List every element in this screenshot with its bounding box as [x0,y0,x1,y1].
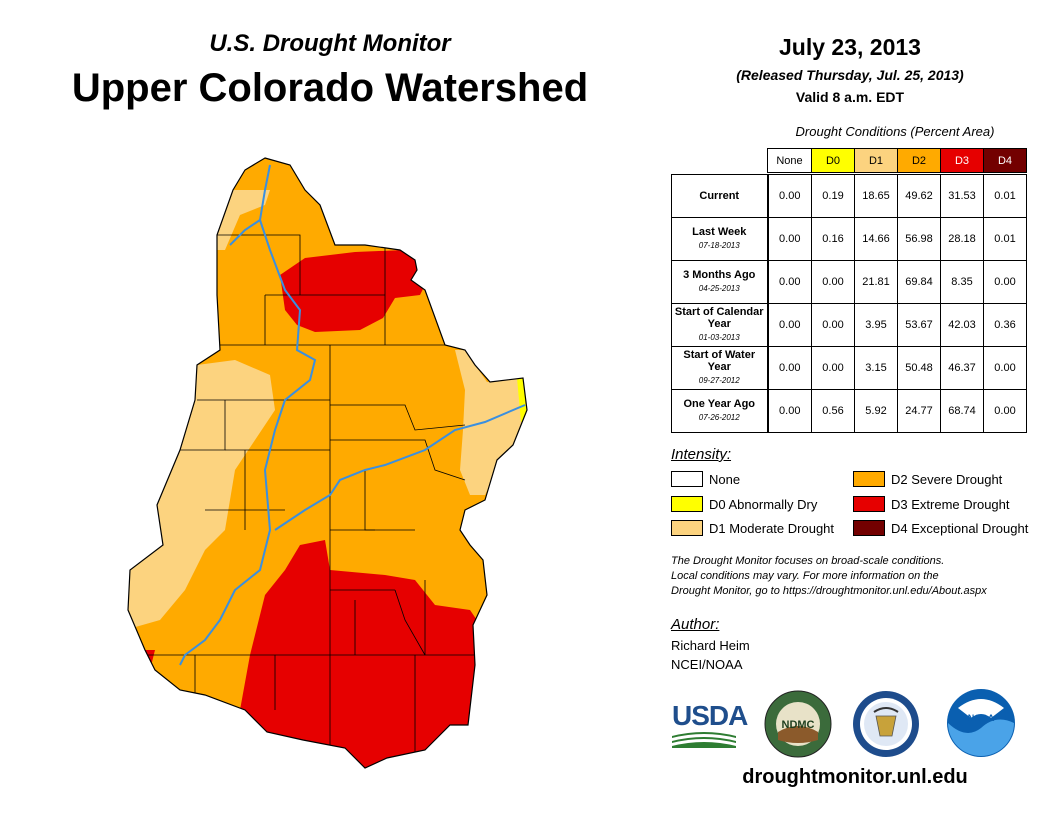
cell-d4: 0.00 [983,260,1027,304]
monitor-note: The Drought Monitor focuses on broad-sca… [671,555,987,597]
table-header-row: None D0 D1 D2 D3 D4 [672,148,1027,173]
release-date: (Released Thursday, Jul. 25, 2013) [736,67,964,83]
cell-d0: 0.00 [811,260,855,304]
cell-d1: 3.15 [854,346,898,390]
cell-d3: 8.35 [940,260,984,304]
cell-d0: 0.16 [811,217,855,261]
table-row-one-year-ago: One Year Ago 07-26-2012 0.00 0.56 5.92 24… [671,389,1027,433]
row-label: 3 Months Ago 04-25-2013 [671,260,769,304]
svg-text:NDMC: NDMC [782,719,815,731]
basin-outline [127,157,528,769]
legend-swatch [853,471,885,487]
cell-none: 0.00 [767,217,812,261]
cell-d2: 69.84 [897,260,941,304]
legend-swatch [671,520,703,536]
cell-d3: 68.74 [940,389,984,433]
cell-d3: 28.18 [940,217,984,261]
legend-swatch [853,520,885,536]
table-row-start-water-year: Start of Water Year 09-27-2012 0.00 0.00 … [671,346,1027,390]
valid-time: Valid 8 a.m. EDT [795,89,905,105]
row-label: Current [671,174,769,218]
rivers [179,164,526,666]
row-label: One Year Ago 07-26-2012 [671,389,769,433]
cell-d2: 24.77 [897,389,941,433]
cell-d1: 5.92 [854,389,898,433]
legend-item-d3: D3 Extreme Drought [853,496,1010,512]
cell-d2: 53.67 [897,303,941,347]
cell-none: 0.00 [767,389,812,433]
cell-d3: 31.53 [940,174,984,218]
cell-d1: 14.66 [854,217,898,261]
col-header-d3: D3 [940,148,984,173]
legend-label: D1 Moderate Drought [709,520,835,536]
cell-d1: 21.81 [854,260,898,304]
cell-d4: 0.00 [983,346,1027,390]
cell-d2: 50.48 [897,346,941,390]
cell-d4: 0.01 [983,217,1027,261]
map-date: July 23, 2013 [779,34,921,60]
cell-d1: 18.65 [854,174,898,218]
legend-label: D4 Exceptional Drought [891,520,1029,536]
d1-region-east [455,350,527,495]
d3-region-north [280,250,430,332]
legend-item-d0: D0 Abnormally Dry [671,496,817,512]
map-subtitle: U.S. Drought Monitor [209,30,451,57]
cell-d3: 42.03 [940,303,984,347]
legend-swatch [671,471,703,487]
legend-label: D3 Extreme Drought [891,496,1010,512]
legend-swatch [671,496,703,512]
table-row-3-months-ago: 3 Months Ago 04-25-2013 0.00 0.00 21.81 6… [671,260,1027,304]
row-label: Last Week 07-18-2013 [671,217,769,261]
legend-label: D0 Abnormally Dry [709,496,818,512]
cell-d0: 0.56 [811,389,855,433]
table-row-start-calendar-year: Start of Calendar Year 01-03-2013 0.00 0.… [671,303,1027,347]
cell-d2: 49.62 [897,174,941,218]
cell-none: 0.00 [767,303,812,347]
col-header-d2: D2 [897,148,941,173]
cell-d4: 0.00 [983,389,1027,433]
cell-d4: 0.36 [983,303,1027,347]
row-label: Start of Water Year 09-27-2012 [671,346,769,390]
cell-none: 0.00 [767,346,812,390]
cell-d3: 46.37 [940,346,984,390]
legend-label: None [709,471,741,487]
legend-item-d4: D4 Exceptional Drought [853,520,1028,536]
drought-conditions-table: None D0 D1 D2 D3 D4 Current 0.00 0.19 18… [671,148,1027,433]
legend-item-none: None [671,471,740,487]
cell-d4: 0.01 [983,174,1027,218]
ndmc-logo: NDMC [764,690,832,758]
cell-d2: 56.98 [897,217,941,261]
cell-none: 0.00 [767,260,812,304]
table-row-last-week: Last Week 07-18-2013 0.00 0.16 14.66 56.9… [671,217,1027,261]
col-header-d1: D1 [854,148,898,173]
cell-d0: 0.00 [811,346,855,390]
cell-d0: 0.00 [811,303,855,347]
cell-d1: 3.95 [854,303,898,347]
legend-swatch [853,496,885,512]
author-org: NCEI/NOAA [671,657,743,672]
usda-hills-icon [672,732,736,748]
legend-item-d1: D1 Moderate Drought [671,520,834,536]
author-title: Author: [671,616,720,633]
table-caption: Drought Conditions (Percent Area) [795,124,995,139]
d3-region-southwest [135,650,155,670]
col-header-d4: D4 [983,148,1027,173]
table-row-current: Current 0.00 0.19 18.65 49.62 31.53 0.01 [671,174,1027,218]
legend-item-d2: D2 Severe Drought [853,471,1002,487]
col-header-none: None [767,148,812,173]
col-header-d0: D0 [811,148,855,173]
cell-d0: 0.19 [811,174,855,218]
cell-none: 0.00 [767,174,812,218]
svg-text:NOAA: NOAA [968,713,995,723]
commerce-seal-icon [853,691,919,757]
usda-logo: USDA [672,700,748,731]
noaa-logo: NOAA [947,689,1015,757]
legend-title: Intensity: [671,446,732,463]
legend-label: D2 Severe Drought [891,471,1003,487]
watershed-map [127,157,528,769]
map-title: Upper Colorado Watershed [71,66,589,110]
row-label: Start of Calendar Year 01-03-2013 [671,303,769,347]
author-name: Richard Heim [671,638,750,653]
footer-url[interactable]: droughtmonitor.unl.edu [742,766,968,788]
